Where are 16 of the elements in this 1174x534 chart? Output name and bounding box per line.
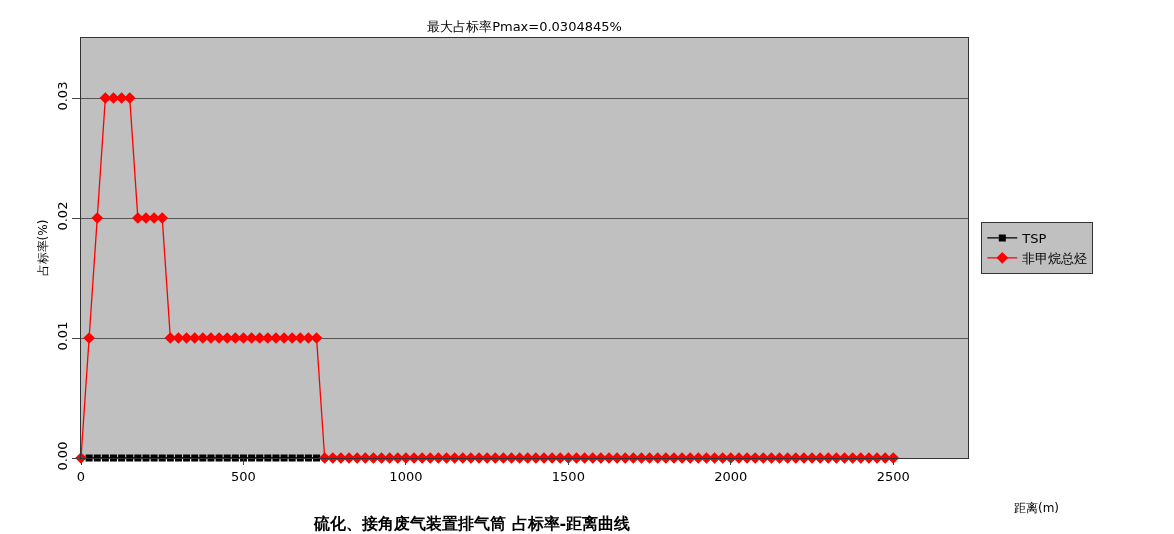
- x-tick-label: 500: [231, 468, 256, 484]
- y-tick-label: 0.03: [54, 81, 70, 111]
- y-axis-title: 占标率(%): [36, 219, 51, 277]
- x-tick-label: 1000: [389, 468, 423, 484]
- y-tick-label: 0.02: [54, 201, 70, 231]
- text: 硫化、接角废气装置排气筒 占标率-距离曲线: [313, 514, 631, 533]
- x-tick-label: 2000: [714, 468, 748, 484]
- x-axis-title: 距离(m): [1014, 501, 1060, 515]
- x-tick-label: 1500: [551, 468, 585, 484]
- y-tick-label: 0.01: [54, 321, 70, 351]
- x-tick-label: 2500: [876, 468, 910, 484]
- legend-label: TSP: [1021, 231, 1047, 247]
- x-tick-label: 0: [76, 468, 86, 484]
- y-tick-label: 0.00: [54, 441, 70, 471]
- chart-title: 最大占标率Pmax=0.0304845%: [427, 19, 622, 35]
- legend-label: 非甲烷总烃: [1022, 250, 1088, 266]
